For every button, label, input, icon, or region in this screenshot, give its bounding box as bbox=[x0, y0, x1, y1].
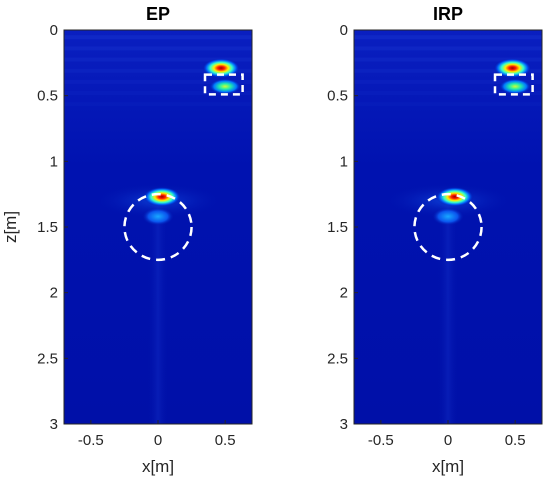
y-tick-label: 1 bbox=[50, 153, 58, 170]
hotspot-2 bbox=[143, 186, 181, 207]
hotspot-1 bbox=[209, 78, 242, 95]
x-tick-label: 0.5 bbox=[215, 432, 236, 449]
x-tick-label: -0.5 bbox=[368, 432, 394, 449]
y-tick-label: 0.5 bbox=[37, 88, 58, 105]
annotation-circle bbox=[413, 192, 483, 262]
y-tick-label: 0 bbox=[50, 22, 58, 39]
y-tick-label: 3 bbox=[340, 416, 348, 433]
y-tick-label: 0.5 bbox=[327, 88, 348, 105]
hotspot-0 bbox=[202, 58, 240, 78]
x-tick-label: 0 bbox=[444, 432, 452, 449]
heatmap-0 bbox=[64, 30, 252, 424]
shadow-shaft bbox=[147, 200, 169, 424]
hotspot-3 bbox=[141, 207, 175, 226]
panel-title: IRP bbox=[433, 4, 463, 24]
hotspot-0 bbox=[493, 58, 532, 78]
clutter-band bbox=[354, 68, 542, 73]
x-tick-label: 0.5 bbox=[505, 432, 526, 449]
y-tick-label: 2.5 bbox=[327, 350, 348, 367]
y-tick-label: 3 bbox=[50, 416, 58, 433]
y-tick-label: 0 bbox=[340, 22, 348, 39]
shadow-shaft bbox=[437, 200, 459, 424]
clutter-band bbox=[64, 102, 252, 107]
clutter-band bbox=[354, 79, 542, 84]
clutter-band bbox=[354, 35, 542, 40]
clutter-band bbox=[64, 79, 252, 84]
x-tick-label: 0 bbox=[154, 432, 162, 449]
y-tick-label: 2 bbox=[340, 285, 348, 302]
y-tick-label: 1.5 bbox=[327, 219, 348, 236]
annotation-circle bbox=[123, 192, 193, 262]
y-tick-label: 2 bbox=[50, 285, 58, 302]
y-tick-label: 1 bbox=[340, 153, 348, 170]
y-tick-label: 2.5 bbox=[37, 350, 58, 367]
annotation-rectangle bbox=[493, 73, 534, 96]
panel-title: EP bbox=[146, 4, 170, 24]
clutter-band bbox=[64, 68, 252, 73]
clutter-band bbox=[354, 46, 542, 51]
annotation-rectangle bbox=[203, 73, 244, 96]
clutter-band bbox=[64, 91, 252, 96]
y-tick-label: 1.5 bbox=[37, 219, 58, 236]
hotspot-1 bbox=[499, 78, 532, 95]
clutter-band bbox=[64, 35, 252, 40]
hotspot-2 bbox=[435, 186, 474, 207]
heatmap-1 bbox=[354, 30, 542, 424]
x-axis-label: x[m] bbox=[432, 457, 464, 476]
hotspot-3 bbox=[431, 207, 465, 226]
clutter-band bbox=[64, 46, 252, 51]
clutter-band bbox=[64, 57, 252, 62]
x-tick-label: -0.5 bbox=[78, 432, 104, 449]
clutter-band bbox=[354, 91, 542, 96]
y-axis-label: z[m] bbox=[1, 211, 20, 243]
clutter-band bbox=[354, 102, 542, 107]
clutter-band bbox=[354, 57, 542, 62]
x-axis-label: x[m] bbox=[142, 457, 174, 476]
